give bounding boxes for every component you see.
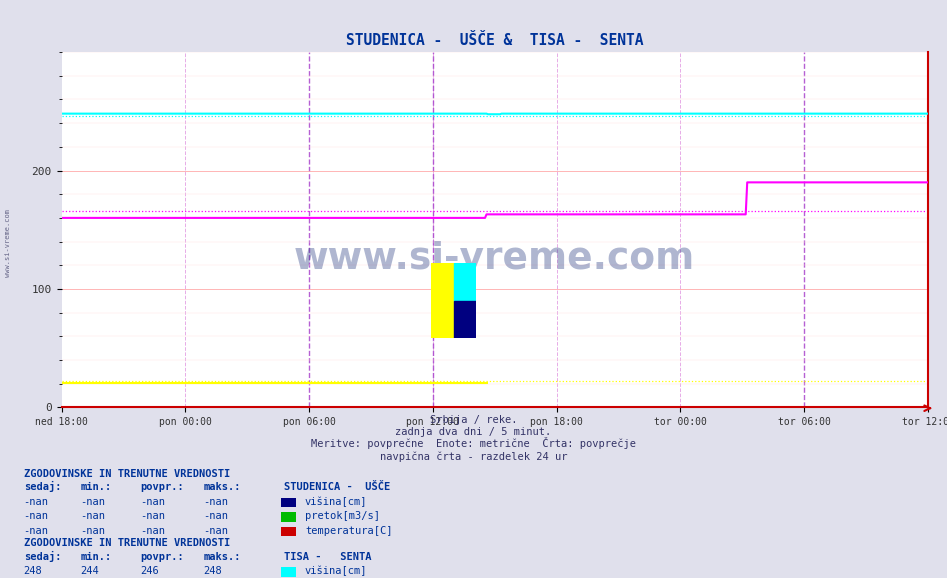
Title: STUDENICA -  UŠČE &  TISA -  SENTA: STUDENICA - UŠČE & TISA - SENTA [346,33,644,48]
Text: -nan: -nan [204,526,228,536]
Text: 248: 248 [24,566,43,576]
Text: www.si-vreme.com: www.si-vreme.com [295,240,695,276]
Text: 244: 244 [80,566,99,576]
Text: povpr.:: povpr.: [140,482,184,492]
Text: sedaj:: sedaj: [24,481,62,492]
Text: TISA -   SENTA: TISA - SENTA [284,551,371,562]
Text: navpična črta - razdelek 24 ur: navpična črta - razdelek 24 ur [380,451,567,461]
Text: -nan: -nan [80,512,105,521]
Text: min.:: min.: [80,551,112,562]
Text: povpr.:: povpr.: [140,551,184,562]
Text: zadnja dva dni / 5 minut.: zadnja dva dni / 5 minut. [396,427,551,437]
Text: -nan: -nan [80,497,105,507]
Text: -nan: -nan [204,497,228,507]
Text: 248: 248 [204,566,223,576]
Text: ZGODOVINSKE IN TRENUTNE VREDNOSTI: ZGODOVINSKE IN TRENUTNE VREDNOSTI [24,469,230,479]
Text: maks.:: maks.: [204,551,241,562]
Text: 246: 246 [140,566,159,576]
Text: temperatura[C]: temperatura[C] [305,526,392,536]
Text: -nan: -nan [24,497,48,507]
Text: pretok[m3/s]: pretok[m3/s] [305,512,380,521]
Text: -nan: -nan [140,497,165,507]
Text: višina[cm]: višina[cm] [305,497,367,507]
Text: -nan: -nan [80,526,105,536]
Text: -nan: -nan [140,512,165,521]
Bar [454,301,476,338]
Text: Srbija / reke.: Srbija / reke. [430,415,517,425]
Text: -nan: -nan [204,512,228,521]
Text: -nan: -nan [24,512,48,521]
Text: maks.:: maks.: [204,482,241,492]
Text: STUDENICA -  UŠČE: STUDENICA - UŠČE [284,482,390,492]
Text: www.si-vreme.com: www.si-vreme.com [5,209,10,277]
Text: sedaj:: sedaj: [24,551,62,562]
Text: ZGODOVINSKE IN TRENUTNE VREDNOSTI: ZGODOVINSKE IN TRENUTNE VREDNOSTI [24,538,230,549]
Bar [431,263,454,338]
Text: višina[cm]: višina[cm] [305,566,367,576]
Text: min.:: min.: [80,482,112,492]
Text: -nan: -nan [24,526,48,536]
Text: -nan: -nan [140,526,165,536]
Bar [454,263,476,301]
Text: Meritve: povprečne  Enote: metrične  Črta: povprečje: Meritve: povprečne Enote: metrične Črta:… [311,438,636,449]
